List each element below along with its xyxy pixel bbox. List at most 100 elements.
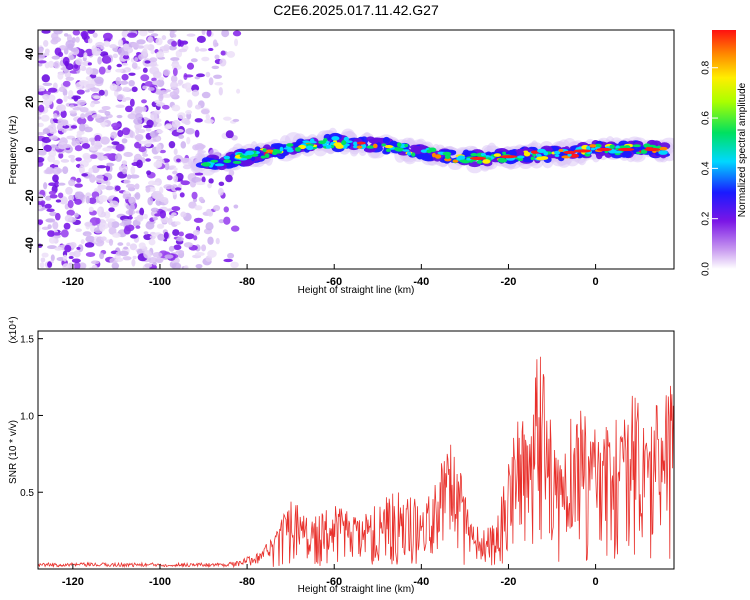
heatmap-noise-mark — [143, 231, 149, 235]
heatmap-noise-mark — [145, 158, 151, 162]
y-tick-label: 1.0 — [20, 411, 34, 422]
heatmap-band-peak — [659, 146, 668, 151]
heatmap-noise-mark — [154, 192, 164, 201]
heatmap-noise-mark — [48, 190, 56, 195]
heatmap-band-peak — [283, 147, 293, 150]
heatmap-noise-mark — [171, 119, 181, 128]
heatmap-noise-mark — [42, 82, 53, 86]
colorbar-tick-label: 0.8 — [701, 60, 712, 74]
heatmap-noise-mark — [47, 245, 57, 250]
y-tick-label: 0 — [24, 146, 36, 152]
heatmap-noise-mark — [191, 89, 200, 97]
heatmap-noise-mark — [100, 236, 107, 241]
heatmap-band-peak — [201, 162, 211, 167]
heatmap-noise-mark — [129, 203, 135, 212]
heatmap-panel: -120 -100 -80 -60 -40 -20 0 -40 -20 0 20 40 Height… — [8, 29, 675, 296]
heatmap-noise-mark — [150, 207, 159, 213]
heatmap-noise-mark — [223, 206, 229, 213]
heatmap-noise-mark — [152, 216, 158, 221]
heatmap-noise-mark — [73, 250, 81, 258]
heatmap-noise-mark — [142, 48, 148, 57]
heatmap-noise-mark — [112, 53, 119, 59]
heatmap-noise-mark — [83, 52, 88, 59]
heatmap-noise-mark — [68, 90, 74, 98]
heatmap-band-peak — [232, 160, 242, 164]
heatmap-band-peak — [640, 149, 648, 154]
heatmap-noise-mark — [182, 164, 192, 170]
heatmap-noise-mark — [74, 183, 83, 188]
heatmap-noise-mark — [128, 196, 135, 204]
heatmap-noise-mark — [98, 66, 106, 75]
heatmap-noise-mark — [63, 33, 69, 37]
heatmap-band-peak — [502, 151, 507, 155]
heatmap-band-peak — [567, 153, 572, 157]
heatmap-noise-mark — [208, 77, 214, 86]
heatmap-noise-mark — [123, 43, 129, 52]
heatmap-band-peak — [333, 142, 343, 147]
heatmap-band-peak — [411, 152, 416, 157]
heatmap-noise-mark — [170, 81, 179, 90]
heatmap-noise-mark — [176, 158, 181, 163]
heatmap-noise-mark — [61, 144, 72, 149]
heatmap-noise-mark — [225, 174, 233, 183]
heatmap-noise-mark — [109, 83, 118, 91]
heatmap-band-peak — [480, 152, 486, 157]
heatmap-noise-mark — [115, 68, 124, 73]
heatmap-noise-mark — [144, 263, 153, 268]
heatmap-noise-mark — [130, 166, 136, 175]
heatmap-band-peak — [536, 156, 545, 161]
heatmap-band-core — [239, 158, 253, 167]
heatmap-noise-mark — [63, 94, 68, 103]
heatmap-noise-mark — [47, 155, 56, 163]
heatmap-noise-mark — [195, 181, 206, 186]
x-tick-label: -100 — [149, 576, 171, 588]
heatmap-noise-mark — [65, 76, 75, 81]
heatmap-noise-mark — [42, 93, 50, 100]
heatmap-noise-mark — [134, 57, 139, 62]
heatmap-noise-mark — [89, 154, 98, 159]
heatmap-band-peak — [302, 140, 310, 144]
heatmap-noise-mark — [152, 181, 160, 186]
heatmap-noise-mark — [152, 251, 163, 258]
x-tick-label: 0 — [593, 576, 599, 588]
heatmap-noise-mark — [148, 238, 156, 246]
heatmap-band-peak — [498, 158, 506, 161]
heatmap-noise-mark — [95, 174, 105, 184]
heatmap-noise-mark — [99, 252, 105, 260]
y-tick-label: 40 — [24, 48, 36, 60]
heatmap-noise-mark — [171, 40, 178, 47]
heatmap-noise-mark — [167, 208, 173, 212]
heatmap-noise-mark — [154, 213, 161, 217]
heatmap-noise-mark — [187, 99, 193, 108]
heatmap-noise-mark — [85, 67, 93, 75]
heatmap-band-peak — [554, 150, 561, 155]
heatmap-noise-mark — [169, 91, 178, 98]
heatmap-noise-mark — [138, 146, 147, 153]
heatmap-noise-mark — [50, 254, 55, 262]
heatmap-noise-mark — [121, 62, 129, 66]
heatmap-noise-mark — [173, 244, 182, 251]
heatmap-band-peak — [613, 150, 623, 154]
heatmap-noise-mark — [72, 30, 81, 36]
heatmap-noise-mark — [77, 244, 84, 252]
heatmap-noise-mark — [157, 233, 166, 241]
heatmap-noise-mark — [186, 62, 195, 70]
heatmap-noise-mark — [85, 192, 92, 198]
heatmap-band-peak — [214, 163, 225, 167]
heatmap-noise-mark — [180, 180, 191, 186]
heatmap-noise-mark — [141, 106, 147, 112]
heatmap-noise-mark — [205, 113, 210, 121]
heatmap-noise-mark — [75, 36, 80, 43]
heatmap-noise-mark — [135, 127, 140, 135]
colorbar: 0.0 0.2 0.4 0.6 0.8 Normalized spectral ampl… — [701, 30, 748, 276]
heatmap-noise-mark — [180, 141, 187, 149]
heatmap-noise-mark — [98, 89, 105, 96]
heatmap-noise-mark — [201, 30, 206, 35]
heatmap-noise-mark — [169, 165, 177, 169]
heatmap-noise-mark — [156, 136, 161, 142]
heatmap-band-peak — [586, 145, 591, 151]
heatmap-noise-mark — [38, 149, 47, 156]
heatmap-noise-mark — [142, 85, 148, 90]
heatmap-noise-mark — [156, 143, 162, 153]
heatmap-noise-mark — [170, 63, 180, 67]
